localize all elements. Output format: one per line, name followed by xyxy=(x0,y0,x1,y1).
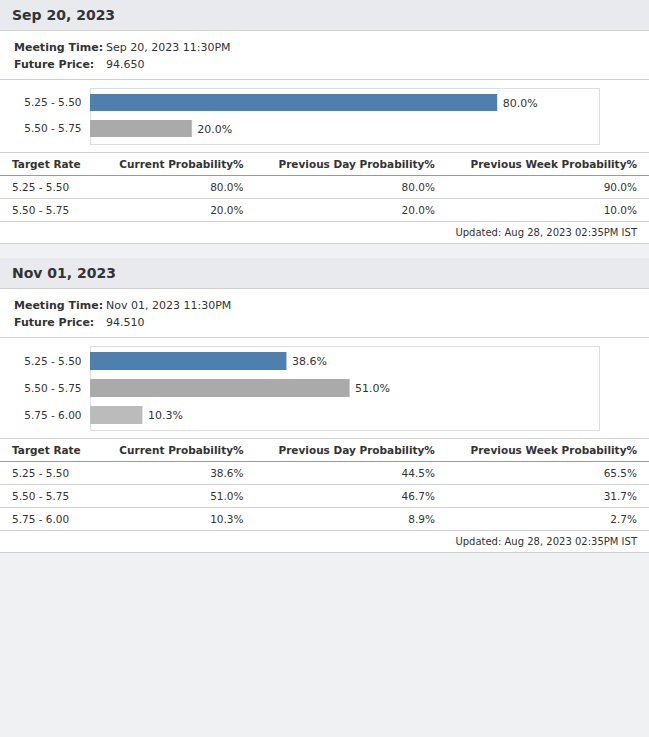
html-text:10.0%: 10.0% xyxy=(603,204,637,216)
html-text:Previous Week Probability%: Previous Week Probability% xyxy=(470,444,637,456)
svg-text:20.0%: 20.0% xyxy=(197,123,232,136)
html-text:Current Probability%: Current Probability% xyxy=(119,444,244,456)
html-text:Updated: Aug 28, 2023 02:35PM: Updated: Aug 28, 2023 02:35PM IST xyxy=(455,536,637,547)
html-text:80.0%: 80.0% xyxy=(210,181,244,193)
html-text:Target Rate: Target Rate xyxy=(12,444,81,456)
html-text:80.0%: 80.0% xyxy=(401,181,435,193)
svg-text:5.25 - 5.50: 5.25 - 5.50 xyxy=(24,96,81,108)
html-text:Previous Day Probability%: Previous Day Probability% xyxy=(278,444,435,456)
html-text:20.0%: 20.0% xyxy=(210,204,244,216)
html-text:8.9%: 8.9% xyxy=(408,513,435,525)
html-text:Future Price:: Future Price: xyxy=(14,316,95,329)
html-text:31.7%: 31.7% xyxy=(603,490,637,502)
html-text:Sep 20, 2023: Sep 20, 2023 xyxy=(12,7,116,23)
html-text:Target Rate: Target Rate xyxy=(12,158,81,170)
svg-text:38.6%: 38.6% xyxy=(292,355,327,368)
html-text:20.0%: 20.0% xyxy=(401,204,435,216)
html-text:10.3%: 10.3% xyxy=(210,513,244,525)
html-text:Future Price:: Future Price: xyxy=(14,58,95,71)
svg-text:5.50 - 5.75: 5.50 - 5.75 xyxy=(24,122,81,134)
html-text:94.650: 94.650 xyxy=(106,58,145,71)
html-text:94.510: 94.510 xyxy=(106,316,145,329)
html-text:2.7%: 2.7% xyxy=(610,513,637,525)
html-text:Meeting Time: Sep 20, 2023 11:: Meeting Time: Sep 20, 2023 11:30PM xyxy=(14,41,231,54)
html-text:38.6%: 38.6% xyxy=(210,467,244,479)
html-text:51.0%: 51.0% xyxy=(210,490,244,502)
html-text:5.25 - 5.50: 5.25 - 5.50 xyxy=(12,181,70,193)
svg-text:5.75 - 6.00: 5.75 - 6.00 xyxy=(24,409,81,421)
svg-text:51.0%: 51.0% xyxy=(355,382,390,395)
html-text:65.5%: 65.5% xyxy=(603,467,637,479)
html-text:Current Probability%: Current Probability% xyxy=(119,158,244,170)
html-text:Updated: Aug 28, 2023 02:35PM: Updated: Aug 28, 2023 02:35PM IST xyxy=(455,227,637,238)
svg-text:5.50 - 5.75: 5.50 - 5.75 xyxy=(24,382,81,394)
html-text:Nov 01, 2023: Nov 01, 2023 xyxy=(12,265,116,281)
html-text:Previous Day Probability%: Previous Day Probability% xyxy=(278,158,435,170)
html-text:5.50 - 5.75: 5.50 - 5.75 xyxy=(12,490,70,502)
html-text:Meeting Time: Nov 01, 2023 11:: Meeting Time: Nov 01, 2023 11:30PM xyxy=(14,299,232,312)
svg-text:5.25 - 5.50: 5.25 - 5.50 xyxy=(24,355,81,367)
html-text:5.75 - 6.00: 5.75 - 6.00 xyxy=(12,513,70,525)
html-text:90.0%: 90.0% xyxy=(603,181,637,193)
html-text:46.7%: 46.7% xyxy=(401,490,435,502)
html-text:44.5%: 44.5% xyxy=(401,467,435,479)
svg-text:10.3%: 10.3% xyxy=(148,409,183,422)
html-text:Previous Week Probability%: Previous Week Probability% xyxy=(470,158,637,170)
html-text:5.25 - 5.50: 5.25 - 5.50 xyxy=(12,467,70,479)
svg-text:80.0%: 80.0% xyxy=(503,97,538,110)
html-text:5.50 - 5.75: 5.50 - 5.75 xyxy=(12,204,70,216)
